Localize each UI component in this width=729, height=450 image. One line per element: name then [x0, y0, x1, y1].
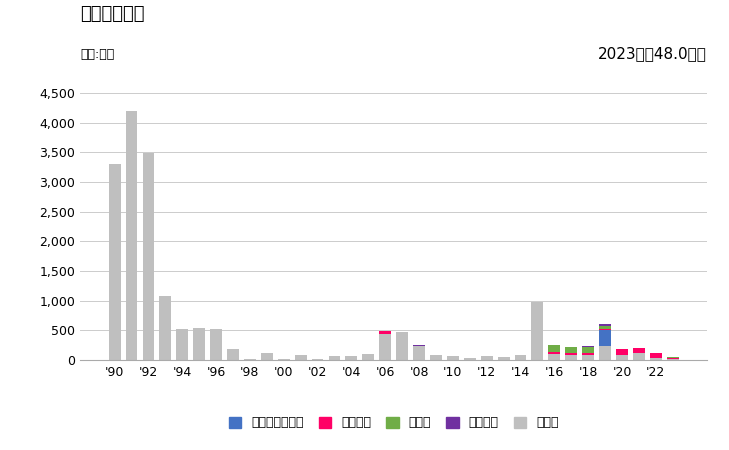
Bar	[582, 353, 594, 355]
Bar	[616, 349, 628, 355]
Bar	[244, 359, 256, 360]
Bar	[565, 347, 577, 353]
Bar	[278, 359, 289, 360]
Bar	[667, 358, 679, 359]
Bar	[160, 296, 171, 360]
Bar	[515, 355, 526, 360]
Bar	[650, 358, 662, 360]
Bar	[599, 346, 611, 360]
Bar	[362, 354, 374, 360]
Bar	[396, 332, 408, 360]
Bar	[531, 302, 543, 360]
Bar	[480, 356, 493, 360]
Bar	[633, 347, 645, 353]
Legend: ブルキナファソ, ベトナム, ドイツ, イタリア, その他: ブルキナファソ, ベトナム, ドイツ, イタリア, その他	[229, 416, 558, 429]
Bar	[379, 331, 391, 334]
Bar	[633, 353, 645, 360]
Bar	[176, 329, 188, 360]
Bar	[599, 330, 611, 346]
Bar	[599, 324, 611, 326]
Bar	[227, 349, 239, 360]
Bar	[413, 346, 425, 360]
Bar	[261, 353, 273, 360]
Text: 2023年：48.0トン: 2023年：48.0トン	[599, 46, 707, 62]
Bar	[379, 334, 391, 360]
Bar	[295, 355, 307, 360]
Bar	[109, 164, 120, 360]
Bar	[582, 355, 594, 360]
Bar	[548, 345, 561, 352]
Bar	[582, 347, 594, 353]
Bar	[667, 359, 679, 360]
Bar	[125, 111, 138, 360]
Bar	[210, 329, 222, 360]
Text: 輸出量の推移: 輸出量の推移	[80, 4, 144, 22]
Bar	[329, 356, 340, 360]
Bar	[193, 328, 205, 360]
Bar	[548, 354, 561, 360]
Bar	[346, 356, 357, 360]
Bar	[311, 359, 324, 360]
Bar	[498, 357, 510, 360]
Bar	[582, 346, 594, 347]
Bar	[464, 358, 476, 360]
Text: 単位:トン: 単位:トン	[80, 49, 114, 62]
Bar	[565, 353, 577, 355]
Bar	[599, 329, 611, 330]
Bar	[599, 326, 611, 329]
Bar	[430, 355, 442, 360]
Bar	[447, 356, 459, 360]
Bar	[650, 353, 662, 358]
Bar	[667, 357, 679, 358]
Bar	[142, 153, 155, 360]
Bar	[548, 352, 561, 354]
Bar	[616, 355, 628, 360]
Bar	[565, 355, 577, 360]
